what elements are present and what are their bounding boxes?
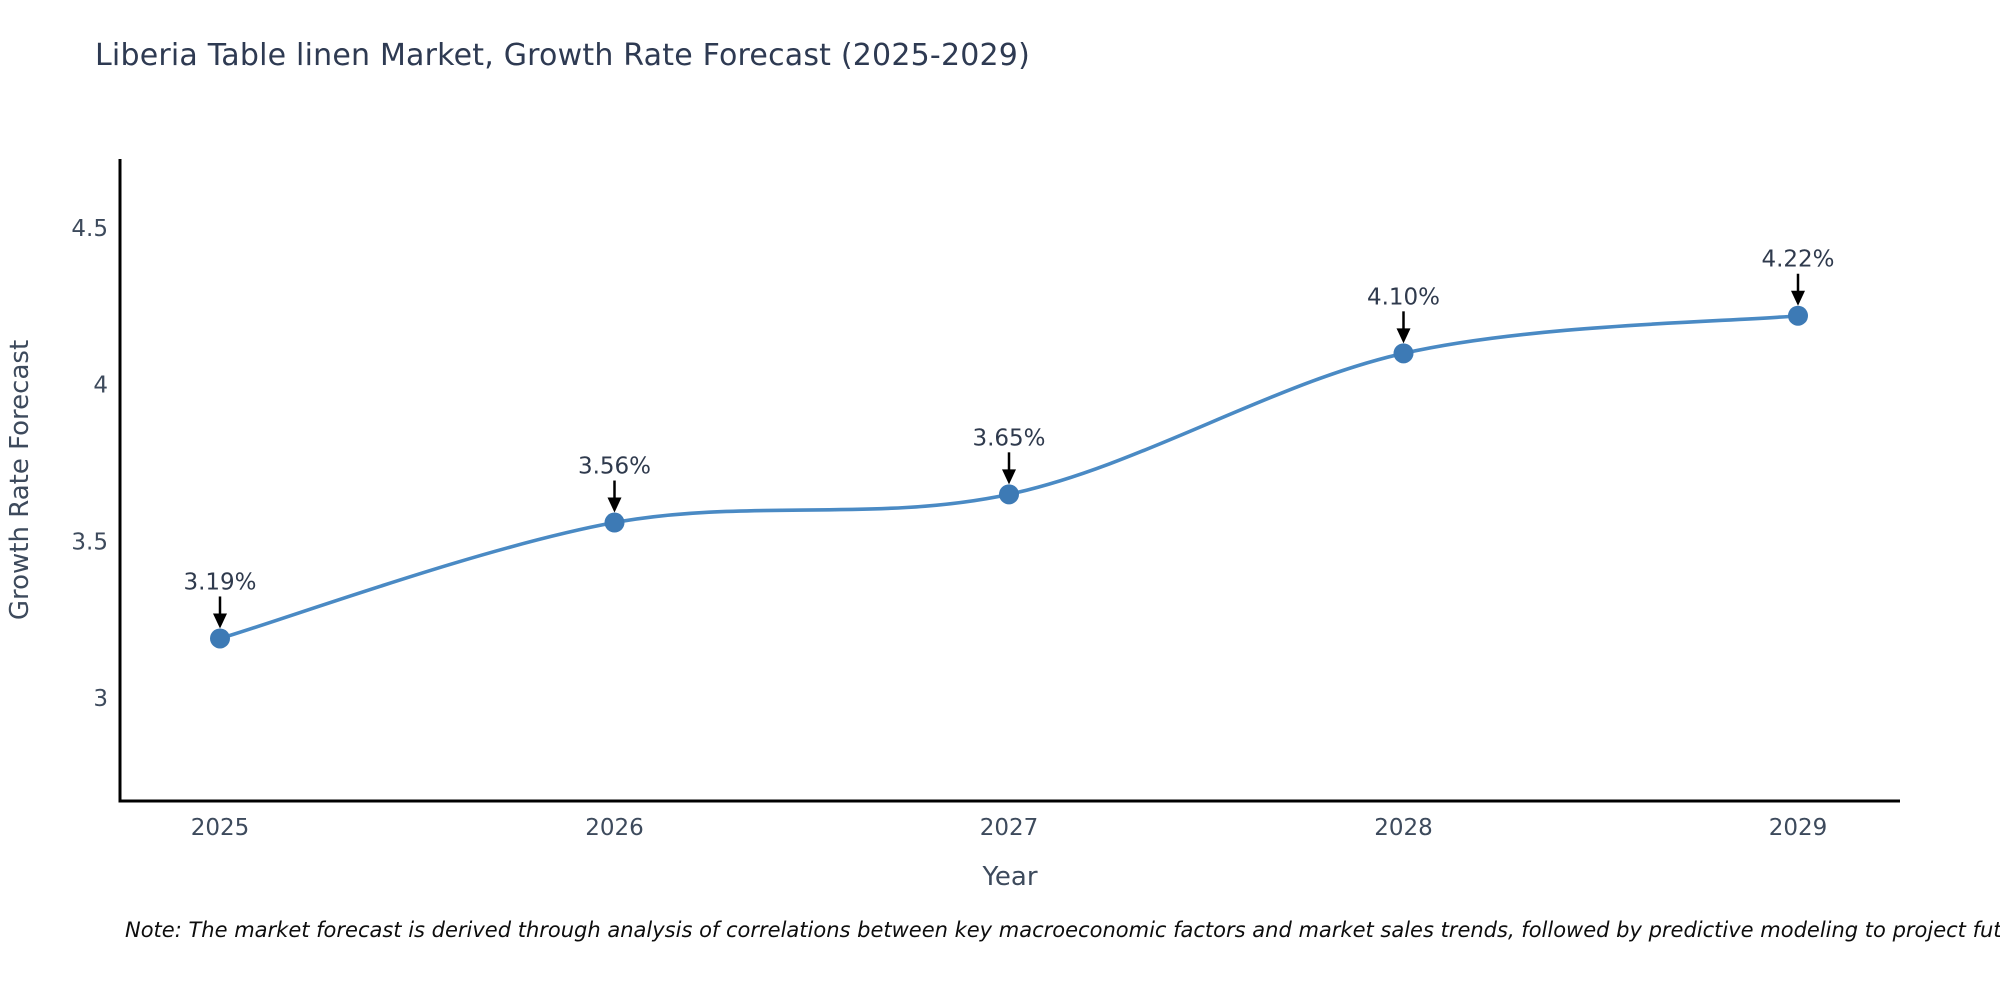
data-point-marker bbox=[604, 512, 625, 533]
footnote: Note: The market forecast is derived thr… bbox=[125, 918, 2000, 942]
y-tick-label: 4.5 bbox=[71, 216, 108, 242]
annotation-arrow-head bbox=[213, 613, 227, 629]
annotation-label: 3.56% bbox=[578, 454, 651, 480]
x-tick-label: 2026 bbox=[585, 815, 644, 841]
annotation-label: 4.22% bbox=[1761, 247, 1834, 273]
annotation-label: 3.65% bbox=[972, 425, 1045, 451]
annotation-arrow-head bbox=[1002, 469, 1016, 485]
x-tick-label: 2025 bbox=[191, 815, 250, 841]
x-tick-label: 2028 bbox=[1374, 815, 1433, 841]
x-tick-label: 2029 bbox=[1769, 815, 1828, 841]
data-point-marker bbox=[999, 484, 1019, 505]
x-tick-label: 2027 bbox=[980, 815, 1039, 841]
data-point-marker bbox=[210, 628, 230, 649]
x-axis-label: Year bbox=[981, 862, 1037, 892]
y-axis-label: Growth Rate Forecast bbox=[5, 340, 35, 620]
annotation-arrow-head bbox=[1791, 290, 1805, 306]
annotation-label: 3.19% bbox=[183, 569, 256, 595]
chart-title: Liberia Table linen Market, Growth Rate … bbox=[95, 38, 1030, 73]
y-tick-label: 3 bbox=[93, 686, 108, 712]
y-tick-label: 4 bbox=[93, 373, 108, 399]
data-point-marker bbox=[1788, 305, 1808, 326]
y-tick-label: 3.5 bbox=[71, 529, 108, 555]
data-point-marker bbox=[1393, 343, 1414, 364]
annotation-arrow-head bbox=[1396, 328, 1411, 344]
annotation-label: 4.10% bbox=[1367, 284, 1440, 310]
annotation-arrow-head bbox=[607, 497, 622, 513]
